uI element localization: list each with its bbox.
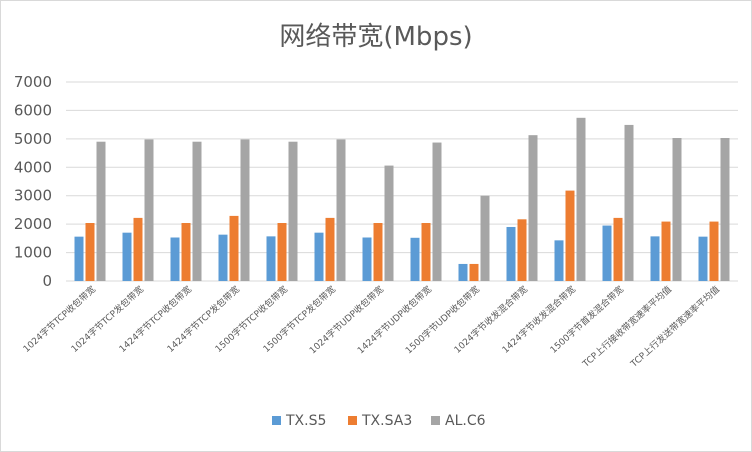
legend-label: AL.C6 xyxy=(445,413,486,429)
y-tick-label: 4000 xyxy=(14,158,52,176)
bar-al-c6 xyxy=(192,141,202,281)
legend-swatch xyxy=(348,416,357,425)
y-axis-tick-labels: 0 1000 2000 3000 4000 5000 6000 7000 xyxy=(14,73,52,290)
bar-tx-s5 xyxy=(122,232,132,281)
bar-al-c6 xyxy=(288,141,298,281)
legend-label: TX.S5 xyxy=(285,413,326,429)
bar-al-c6 xyxy=(384,165,394,281)
gridlines xyxy=(66,81,738,282)
bar-tx-s5 xyxy=(506,226,516,281)
bar-al-c6 xyxy=(240,139,250,281)
bars xyxy=(74,117,730,281)
legend-swatch xyxy=(431,416,440,425)
legend: TX.S5 TX.SA3 AL.C6 xyxy=(272,413,486,429)
bar-tx-sa3 xyxy=(421,223,431,281)
legend-swatch xyxy=(272,416,281,425)
x-category-label: TCP上行接收带宽速率平均值 xyxy=(579,283,674,370)
bar-tx-s5 xyxy=(650,236,660,281)
bar-al-c6 xyxy=(336,139,346,281)
bar-tx-sa3 xyxy=(229,215,239,281)
bar-tx-s5 xyxy=(314,232,324,281)
bar-tx-sa3 xyxy=(181,223,191,281)
bar-al-c6 xyxy=(528,135,538,281)
bar-tx-sa3 xyxy=(469,263,479,281)
bar-tx-sa3 xyxy=(373,223,383,281)
chart-title: 网络带宽(Mbps) xyxy=(279,22,473,52)
x-category-label: TCP上行发送带宽速率平均值 xyxy=(627,283,722,370)
bar-tx-s5 xyxy=(410,237,420,281)
bar-al-c6 xyxy=(624,124,634,281)
bar-tx-s5 xyxy=(602,225,612,281)
legend-label: TX.SA3 xyxy=(361,413,412,429)
x-axis-category-labels: 1024字节TCP收包带宽1024字节TCP发包带宽1424字节TCP收包带宽1… xyxy=(20,283,722,370)
bar-tx-s5 xyxy=(74,236,84,281)
y-tick-label: 7000 xyxy=(14,73,52,91)
bar-tx-sa3 xyxy=(133,217,143,281)
bar-tx-s5 xyxy=(218,234,228,281)
bar-tx-sa3 xyxy=(325,217,335,281)
y-tick-label: 6000 xyxy=(14,101,52,119)
bar-tx-sa3 xyxy=(709,221,719,281)
y-tick-label: 0 xyxy=(42,272,52,290)
bar-tx-s5 xyxy=(362,237,372,281)
bar-tx-sa3 xyxy=(517,219,527,281)
bar-tx-s5 xyxy=(458,263,468,281)
bar-tx-sa3 xyxy=(565,190,575,281)
bar-tx-s5 xyxy=(266,236,276,281)
bar-tx-sa3 xyxy=(661,221,671,281)
bar-tx-sa3 xyxy=(85,223,95,281)
bar-al-c6 xyxy=(144,139,154,281)
bar-al-c6 xyxy=(576,117,586,281)
bar-al-c6 xyxy=(672,138,682,281)
bar-al-c6 xyxy=(720,138,730,281)
bar-tx-s5 xyxy=(170,237,180,281)
y-tick-label: 1000 xyxy=(14,244,52,262)
bar-tx-s5 xyxy=(554,240,564,281)
bar-al-c6 xyxy=(480,195,490,281)
y-tick-label: 2000 xyxy=(14,215,52,233)
y-tick-label: 3000 xyxy=(14,187,52,205)
y-tick-label: 5000 xyxy=(14,130,52,148)
bar-al-c6 xyxy=(432,142,442,281)
bar-al-c6 xyxy=(96,141,106,281)
bar-tx-sa3 xyxy=(613,217,623,281)
bar-tx-s5 xyxy=(698,236,708,281)
bar-tx-sa3 xyxy=(277,223,287,281)
